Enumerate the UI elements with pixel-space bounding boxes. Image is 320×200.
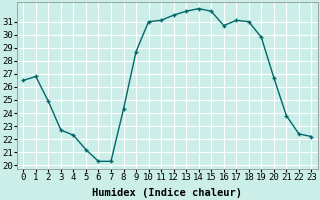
X-axis label: Humidex (Indice chaleur): Humidex (Indice chaleur) bbox=[92, 188, 242, 198]
